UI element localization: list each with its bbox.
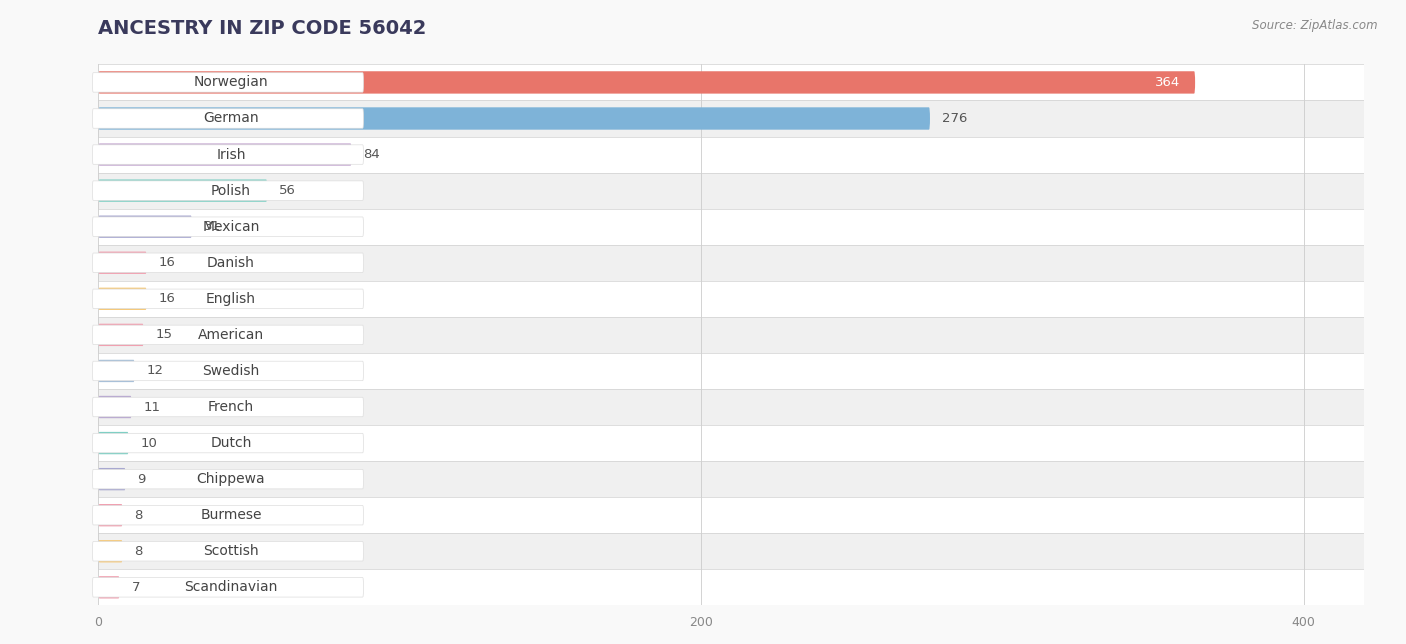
Bar <box>98 209 1364 245</box>
FancyBboxPatch shape <box>93 433 364 453</box>
Text: American: American <box>198 328 264 342</box>
Text: Source: ZipAtlas.com: Source: ZipAtlas.com <box>1253 19 1378 32</box>
FancyBboxPatch shape <box>98 468 125 490</box>
Text: 15: 15 <box>156 328 173 341</box>
Text: Norwegian: Norwegian <box>194 75 269 90</box>
FancyBboxPatch shape <box>93 181 364 200</box>
Bar <box>98 245 1364 281</box>
Bar <box>98 461 1364 497</box>
Bar <box>98 353 1364 389</box>
Text: Swedish: Swedish <box>202 364 260 378</box>
FancyBboxPatch shape <box>98 396 132 418</box>
FancyBboxPatch shape <box>93 506 364 525</box>
Bar <box>98 100 1364 137</box>
FancyBboxPatch shape <box>93 217 364 236</box>
Text: 56: 56 <box>280 184 297 197</box>
Text: 7: 7 <box>132 581 141 594</box>
FancyBboxPatch shape <box>98 288 146 310</box>
Text: 9: 9 <box>138 473 146 486</box>
Bar <box>98 569 1364 605</box>
Text: 16: 16 <box>159 256 176 269</box>
FancyBboxPatch shape <box>93 325 364 345</box>
Bar <box>98 497 1364 533</box>
FancyBboxPatch shape <box>93 542 364 561</box>
FancyBboxPatch shape <box>98 144 352 166</box>
Text: 276: 276 <box>942 112 967 125</box>
FancyBboxPatch shape <box>98 252 146 274</box>
Text: Dutch: Dutch <box>211 436 252 450</box>
Text: 12: 12 <box>146 365 163 377</box>
FancyBboxPatch shape <box>93 578 364 597</box>
Text: 8: 8 <box>135 509 143 522</box>
Bar <box>98 533 1364 569</box>
FancyBboxPatch shape <box>98 216 191 238</box>
Text: French: French <box>208 400 254 414</box>
FancyBboxPatch shape <box>98 540 122 562</box>
FancyBboxPatch shape <box>98 576 120 598</box>
Text: German: German <box>204 111 259 126</box>
Bar <box>98 317 1364 353</box>
Text: Scottish: Scottish <box>204 544 259 558</box>
Text: 8: 8 <box>135 545 143 558</box>
FancyBboxPatch shape <box>93 145 364 164</box>
Text: Mexican: Mexican <box>202 220 260 234</box>
FancyBboxPatch shape <box>98 180 267 202</box>
FancyBboxPatch shape <box>98 504 122 526</box>
FancyBboxPatch shape <box>93 361 364 381</box>
Text: 31: 31 <box>204 220 221 233</box>
FancyBboxPatch shape <box>93 397 364 417</box>
Text: 16: 16 <box>159 292 176 305</box>
Text: Burmese: Burmese <box>200 508 262 522</box>
Text: Scandinavian: Scandinavian <box>184 580 277 594</box>
Text: 84: 84 <box>364 148 380 161</box>
Text: ANCESTRY IN ZIP CODE 56042: ANCESTRY IN ZIP CODE 56042 <box>98 19 427 39</box>
Text: Chippewa: Chippewa <box>197 472 266 486</box>
Bar <box>98 137 1364 173</box>
FancyBboxPatch shape <box>98 108 929 129</box>
FancyBboxPatch shape <box>98 432 128 454</box>
FancyBboxPatch shape <box>93 73 364 92</box>
Bar <box>98 425 1364 461</box>
Bar <box>98 173 1364 209</box>
FancyBboxPatch shape <box>98 71 1195 93</box>
Bar <box>98 281 1364 317</box>
Text: English: English <box>207 292 256 306</box>
FancyBboxPatch shape <box>93 289 364 308</box>
Text: Irish: Irish <box>217 147 246 162</box>
Bar <box>98 389 1364 425</box>
Text: Polish: Polish <box>211 184 252 198</box>
Bar <box>98 64 1364 100</box>
FancyBboxPatch shape <box>98 360 135 382</box>
Text: 10: 10 <box>141 437 157 450</box>
Text: 364: 364 <box>1154 76 1180 89</box>
FancyBboxPatch shape <box>93 469 364 489</box>
FancyBboxPatch shape <box>98 324 143 346</box>
Text: 11: 11 <box>143 401 160 413</box>
FancyBboxPatch shape <box>93 253 364 272</box>
FancyBboxPatch shape <box>93 109 364 128</box>
Text: Danish: Danish <box>207 256 254 270</box>
